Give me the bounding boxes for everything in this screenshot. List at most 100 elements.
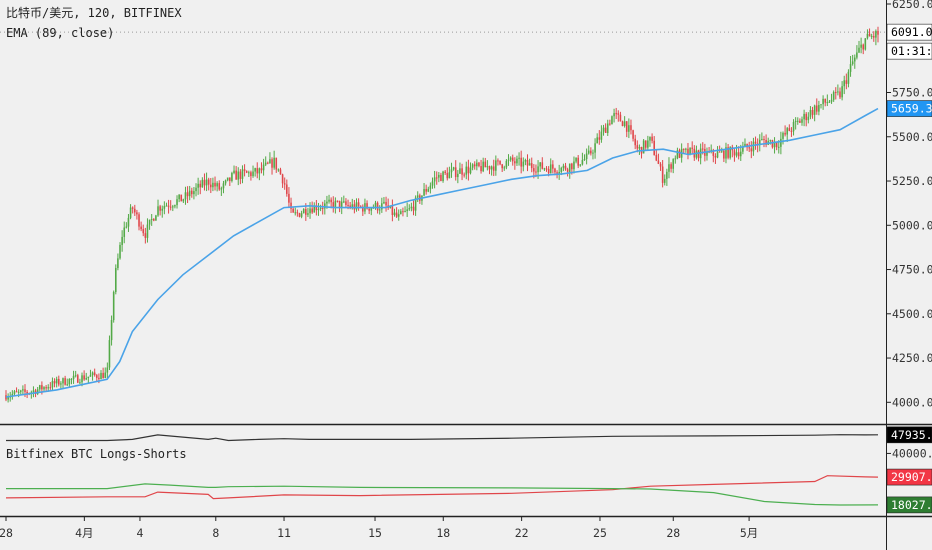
candle-body bbox=[602, 127, 605, 132]
candle-body bbox=[636, 145, 639, 149]
candle-body bbox=[507, 159, 510, 161]
x-tick-label: 4 bbox=[136, 526, 143, 540]
candle-body bbox=[108, 340, 111, 368]
candle-body bbox=[366, 203, 368, 209]
longs-line bbox=[6, 434, 879, 442]
candle-body bbox=[319, 207, 322, 210]
candle-body bbox=[535, 171, 537, 173]
candle-body bbox=[604, 127, 607, 133]
candle-body bbox=[36, 389, 39, 394]
candle-body bbox=[201, 179, 204, 188]
candle-body bbox=[478, 162, 480, 167]
candle-body bbox=[634, 138, 636, 146]
candle-body bbox=[163, 206, 166, 209]
candle-body bbox=[480, 166, 482, 172]
candle-body bbox=[469, 167, 472, 174]
candle-body bbox=[100, 372, 102, 380]
candle-body bbox=[737, 152, 740, 157]
candle-body bbox=[818, 105, 820, 112]
candle-body bbox=[288, 193, 290, 203]
countdown-badge-box bbox=[886, 42, 932, 60]
candle-body bbox=[497, 160, 499, 162]
green-badge-box bbox=[886, 496, 932, 514]
candle-body bbox=[286, 184, 288, 194]
candle-body bbox=[742, 146, 744, 152]
candle-body bbox=[718, 151, 721, 153]
candle-body bbox=[609, 123, 611, 125]
candle-body bbox=[239, 171, 242, 179]
candle-body bbox=[224, 180, 227, 184]
candle-body bbox=[467, 166, 470, 174]
candle-body bbox=[769, 140, 772, 142]
candle-body bbox=[516, 158, 518, 164]
candle-body bbox=[832, 92, 835, 100]
x-tick-label: 18 bbox=[436, 526, 450, 540]
candle-body bbox=[216, 183, 218, 187]
candle-body bbox=[834, 92, 837, 94]
candle-body bbox=[171, 206, 174, 208]
candle-body bbox=[193, 191, 195, 195]
candle-body bbox=[674, 158, 677, 160]
candle-body bbox=[520, 157, 522, 167]
candle-body bbox=[53, 381, 56, 384]
candle-body bbox=[174, 205, 176, 207]
candle-body bbox=[613, 113, 615, 117]
candle-body bbox=[701, 148, 704, 150]
candle-body bbox=[300, 213, 303, 217]
longs-badge-box bbox=[886, 426, 932, 444]
candle-body bbox=[668, 164, 670, 172]
candle-body bbox=[872, 36, 875, 38]
candle-body bbox=[349, 205, 351, 208]
candle-body bbox=[714, 155, 717, 158]
candle-body bbox=[11, 393, 14, 397]
candle-body bbox=[368, 208, 370, 211]
candle-body bbox=[788, 128, 791, 131]
candle-body bbox=[452, 167, 455, 170]
candle-body bbox=[142, 229, 145, 234]
candle-body bbox=[307, 213, 309, 215]
candle-body bbox=[370, 208, 373, 211]
candle-body bbox=[13, 391, 16, 394]
candle-body bbox=[647, 140, 649, 148]
candle-body bbox=[186, 192, 189, 197]
candle-body bbox=[752, 141, 755, 152]
candle-body bbox=[68, 378, 71, 385]
candle-body bbox=[826, 102, 829, 104]
candle-body bbox=[824, 98, 827, 103]
candle-body bbox=[127, 217, 130, 227]
candle-body bbox=[414, 197, 417, 211]
candle-body bbox=[165, 205, 168, 207]
candle-body bbox=[277, 169, 280, 171]
candle-body bbox=[229, 177, 231, 181]
candle-body bbox=[374, 202, 377, 208]
candle-body bbox=[212, 182, 214, 188]
candle-body bbox=[712, 149, 715, 156]
x-tick-label: 4月 bbox=[75, 526, 93, 540]
candle-body bbox=[26, 391, 28, 394]
candle-body bbox=[748, 147, 751, 149]
candle-body bbox=[501, 164, 503, 169]
candle-body bbox=[76, 375, 79, 383]
candle-body bbox=[853, 57, 856, 62]
candle-body bbox=[269, 159, 271, 164]
candle-body bbox=[503, 167, 506, 169]
candle-body bbox=[180, 194, 183, 202]
candle-body bbox=[638, 147, 641, 149]
candle-body bbox=[72, 375, 75, 379]
candle-body bbox=[321, 207, 324, 209]
candle-body bbox=[490, 166, 493, 170]
candle-body bbox=[720, 150, 723, 152]
candle-body bbox=[581, 159, 584, 165]
candle-body bbox=[400, 211, 402, 215]
candle-body bbox=[585, 153, 588, 160]
candle-body bbox=[144, 233, 147, 238]
candle-body bbox=[566, 169, 569, 172]
candle-body bbox=[868, 33, 871, 37]
candle-body bbox=[81, 375, 83, 383]
candle-body bbox=[15, 391, 18, 393]
candle-body bbox=[545, 168, 548, 170]
candle-body bbox=[281, 174, 284, 184]
candle-body bbox=[777, 146, 780, 148]
candle-body bbox=[809, 110, 812, 117]
